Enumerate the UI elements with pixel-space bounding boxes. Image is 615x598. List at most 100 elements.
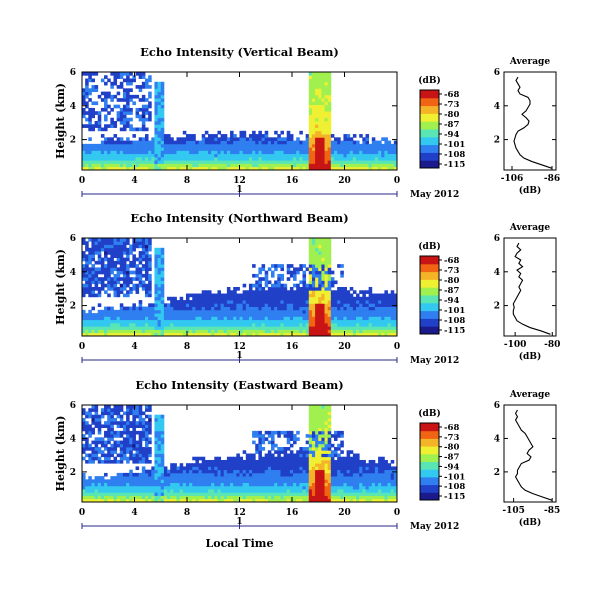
heatmap-cell — [289, 485, 294, 490]
heatmap-cell — [145, 437, 149, 441]
heatmap-cell — [160, 417, 165, 422]
heatmap-cell — [261, 476, 266, 480]
heatmap-cell — [248, 453, 253, 458]
heatmap-cell — [343, 326, 347, 330]
heatmap-cell — [299, 156, 303, 161]
heatmap-cell — [315, 447, 319, 451]
heatmap-cell — [337, 153, 341, 158]
heatmap-cell — [160, 277, 165, 281]
heatmap-cell — [324, 257, 329, 262]
heatmap-cell — [179, 156, 184, 161]
heatmap-cell — [387, 163, 392, 168]
heatmap-cell — [267, 476, 272, 480]
heatmap-cell — [311, 463, 316, 467]
heatmap-cell — [204, 463, 209, 467]
heatmap-cell — [201, 163, 206, 168]
heatmap-cell — [252, 156, 256, 161]
heatmap-cell — [280, 430, 284, 435]
heatmap-cell — [349, 303, 354, 307]
heatmap-cell — [116, 498, 121, 503]
heatmap-cell — [362, 319, 366, 324]
heatmap-cell — [94, 150, 99, 155]
heatmap-cell — [387, 326, 392, 330]
heatmap-cell — [267, 306, 272, 311]
heatmap-cell — [88, 257, 92, 262]
heatmap-cell — [349, 156, 354, 161]
heatmap-cell — [160, 247, 165, 252]
heatmap-cell — [113, 260, 118, 265]
heatmap-cell — [157, 424, 162, 429]
heatmap-cell — [119, 459, 124, 464]
heatmap-cell — [293, 440, 297, 445]
heatmap-cell — [157, 81, 162, 86]
heatmap-cell — [356, 300, 360, 304]
heatmap-cell — [122, 424, 127, 429]
heatmap-cell — [286, 140, 291, 145]
heatmap-cell — [343, 456, 347, 461]
heatmap-cell — [308, 453, 313, 458]
heatmap-cell — [94, 411, 99, 416]
heatmap-cell — [308, 283, 313, 288]
heatmap-cell — [330, 489, 335, 493]
heatmap-cell — [173, 313, 177, 317]
heatmap-cell — [135, 160, 140, 164]
colorbar-tick-label: -87 — [444, 120, 459, 130]
heatmap-cell — [157, 332, 162, 337]
heatmap-cell — [122, 332, 127, 337]
heatmap-cell — [308, 273, 313, 278]
heatmap-cell — [226, 153, 231, 158]
colorbar-unit: (dB) — [418, 75, 440, 86]
heatmap-cell — [104, 447, 108, 451]
heatmap-cell — [362, 153, 366, 158]
heatmap-cell — [277, 303, 281, 307]
heatmap-cell — [318, 472, 322, 477]
heatmap-cell — [116, 482, 121, 487]
heatmap-cell — [160, 88, 165, 92]
heatmap-cell — [258, 313, 262, 317]
heatmap-cell — [334, 463, 338, 467]
colorbar-tick-label: -68 — [444, 90, 459, 100]
heatmap-cell — [277, 293, 281, 298]
heatmap-cell — [311, 280, 316, 285]
heatmap-cell — [154, 277, 158, 281]
heatmap-cell — [267, 440, 272, 445]
heatmap-cell — [217, 147, 221, 151]
heatmap-cell — [201, 137, 206, 141]
heatmap-cell — [157, 98, 162, 102]
heatmap-cell — [110, 434, 114, 438]
heatmap-cell — [113, 280, 118, 285]
heatmap-cell — [116, 137, 121, 141]
heatmap-cell — [141, 332, 146, 337]
heatmap-cell — [110, 316, 114, 321]
heatmap-cell — [293, 482, 297, 487]
heatmap-cell — [148, 453, 152, 458]
heatmap-cell — [267, 322, 272, 327]
heatmap-cell — [293, 322, 297, 327]
heatmap-cell — [393, 163, 398, 168]
heatmap-cell — [135, 241, 140, 245]
heatmap-cell — [308, 91, 313, 96]
heatmap-cell — [126, 81, 130, 86]
heatmap-cell — [82, 322, 86, 327]
heatmap-cell — [283, 283, 288, 288]
heatmap-cell — [293, 434, 297, 438]
heatmap-cell — [195, 296, 199, 301]
heatmap-cell — [302, 482, 307, 487]
heatmap-cell — [274, 287, 278, 291]
heatmap-cell — [258, 293, 262, 298]
heatmap-cell — [346, 498, 351, 503]
heatmap-cell — [321, 296, 325, 301]
heatmap-cell — [230, 469, 234, 474]
heatmap-cell — [220, 326, 225, 330]
heatmap-cell — [245, 479, 250, 483]
heatmap-cell — [346, 482, 351, 487]
heatmap-cell — [122, 495, 127, 500]
heatmap-cell — [100, 156, 105, 161]
heatmap-cell — [129, 485, 133, 490]
heatmap-cell — [305, 489, 310, 493]
heatmap-cell — [154, 459, 158, 464]
heatmap-cell — [387, 147, 392, 151]
heatmap-cell — [293, 153, 297, 158]
heatmap-cell — [293, 437, 297, 441]
heatmap-cell — [349, 326, 354, 330]
